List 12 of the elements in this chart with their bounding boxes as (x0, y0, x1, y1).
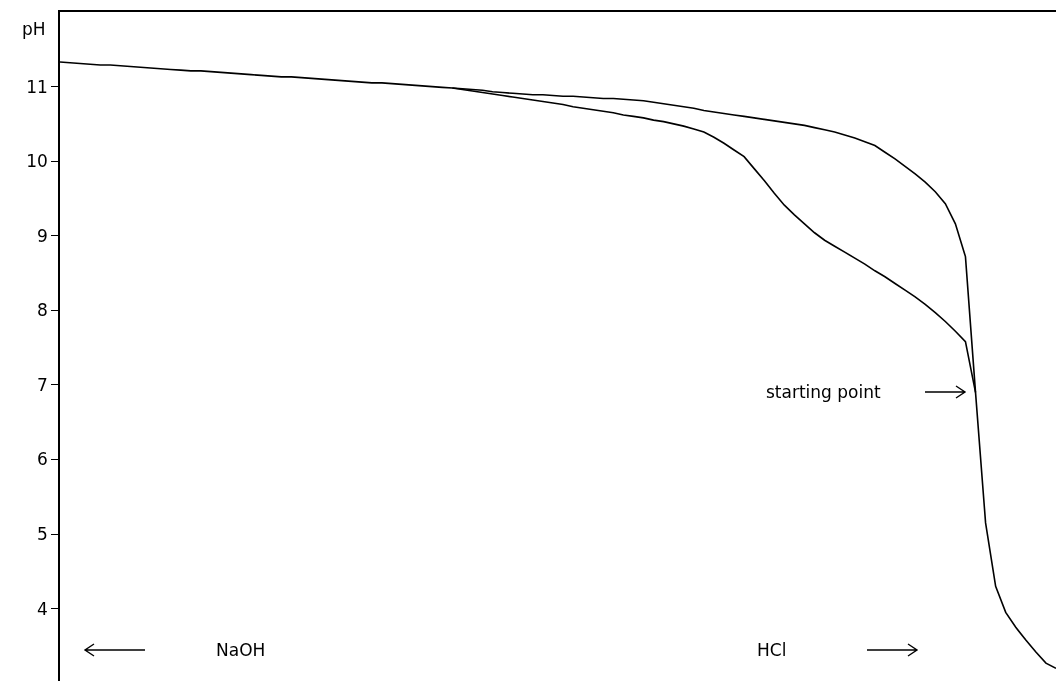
annotation: HCl (757, 640, 787, 660)
y-axis-title: pH (22, 19, 46, 39)
y-tick-label: 9 (37, 225, 48, 246)
y-tick-label: 5 (37, 524, 48, 545)
annotation: NaOH (216, 640, 266, 660)
y-tick-label: 6 (37, 449, 48, 470)
y-tick-label: 10 (26, 151, 48, 172)
y-tick-label: 11 (26, 76, 48, 97)
annotation: starting point (766, 382, 881, 402)
y-tick-label: 4 (37, 598, 48, 619)
y-tick-label: 7 (37, 374, 48, 395)
y-tick-label: 8 (37, 300, 48, 321)
